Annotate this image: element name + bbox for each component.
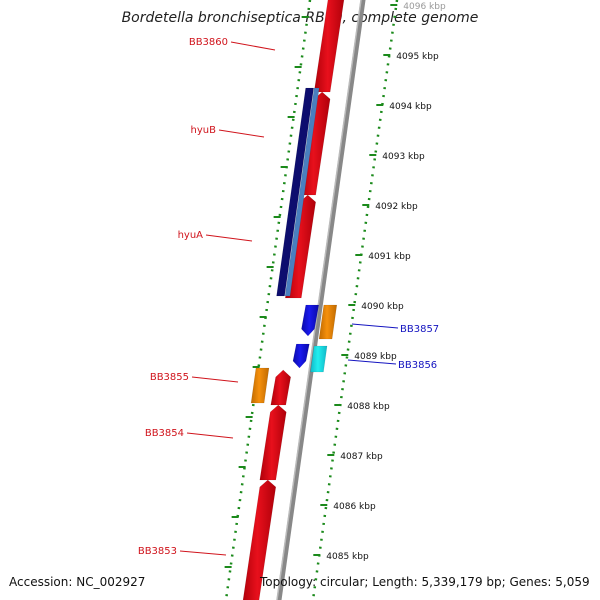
right-label-leader — [351, 323, 399, 329]
left-gene-label[interactable]: BB3853 — [138, 546, 177, 557]
left-label-leader — [186, 432, 234, 439]
left-gene-label[interactable]: BB3860 — [189, 37, 228, 48]
left-gene-labels: BB3860 hyuB hyuA BB3855 BB3854 BB3853 — [138, 37, 276, 557]
inner-dotted-line — [311, 0, 399, 600]
scale-tick-label: 4087 kbp — [340, 452, 383, 462]
left-gene-label[interactable]: BB3854 — [145, 428, 184, 439]
genome-backbone — [276, 0, 366, 600]
left-label-leader — [179, 550, 227, 556]
scale-tick-label: 4093 kbp — [382, 152, 425, 162]
scale-tick-label: 4086 kbp — [333, 502, 376, 512]
scale-labels: 4096 kbp 4095 kbp 4094 kbp 4093 kbp 4092 kbp… — [326, 2, 446, 562]
right-label-leader — [347, 359, 397, 365]
gene-bb3855-red[interactable] — [270, 369, 291, 406]
left-label-leader — [218, 129, 265, 138]
gene-bb3860[interactable] — [313, 0, 345, 93]
scale-tick-label: 4089 kbp — [354, 352, 397, 362]
left-label-leader — [205, 234, 253, 242]
scale-tick-label: 4091 kbp — [368, 252, 411, 262]
right-gene-label[interactable]: BB3856 — [398, 360, 437, 371]
gene-hyub-steel[interactable] — [284, 87, 320, 297]
scale-tick-label: 4088 kbp — [347, 402, 390, 412]
scale-tick-label: 4090 kbp — [361, 302, 404, 312]
gene-hyub-navy[interactable] — [276, 87, 314, 297]
gene-bb3853[interactable] — [242, 479, 277, 600]
gene-track — [242, 0, 345, 600]
scale-tick-label: 4095 kbp — [396, 52, 439, 62]
gene-bb3855-orange[interactable] — [250, 367, 270, 404]
backbone-line — [276, 0, 366, 600]
gene-bb3854[interactable] — [259, 404, 287, 481]
right-gene-labels: BB3857 BB3856 — [347, 323, 439, 371]
backbone-highlight — [276, 0, 362, 600]
scale-tick-label: 4085 kbp — [326, 552, 369, 562]
left-gene-label[interactable]: hyuB — [191, 125, 217, 136]
gene-bb3857-blue[interactable] — [301, 304, 320, 337]
left-gene-label[interactable]: hyuA — [178, 230, 204, 241]
right-gene-label[interactable]: BB3857 — [400, 324, 439, 335]
gene-bb3857-orange[interactable] — [318, 304, 338, 340]
accession-label: Accession: NC_002927 — [9, 575, 146, 589]
gene-bb3856-blue[interactable] — [292, 343, 310, 369]
gene-bb3856-cyan[interactable] — [310, 345, 328, 373]
scale-tick-label: 4096 kbp — [403, 2, 446, 12]
left-gene-label[interactable]: BB3855 — [150, 372, 189, 383]
outer-dotted-line — [224, 0, 312, 600]
outer-tick-track — [224, 0, 312, 600]
map-title: Bordetella bronchiseptica RB50, complete… — [121, 10, 479, 26]
scale-tick-label: 4094 kbp — [389, 102, 432, 112]
topology-label: Topology: circular; Length: 5,339,179 bp… — [260, 575, 590, 589]
left-label-leader — [230, 41, 276, 51]
scale-tick-label: 4092 kbp — [375, 202, 418, 212]
left-label-leader — [191, 376, 239, 383]
inner-tick-track — [311, 0, 399, 600]
